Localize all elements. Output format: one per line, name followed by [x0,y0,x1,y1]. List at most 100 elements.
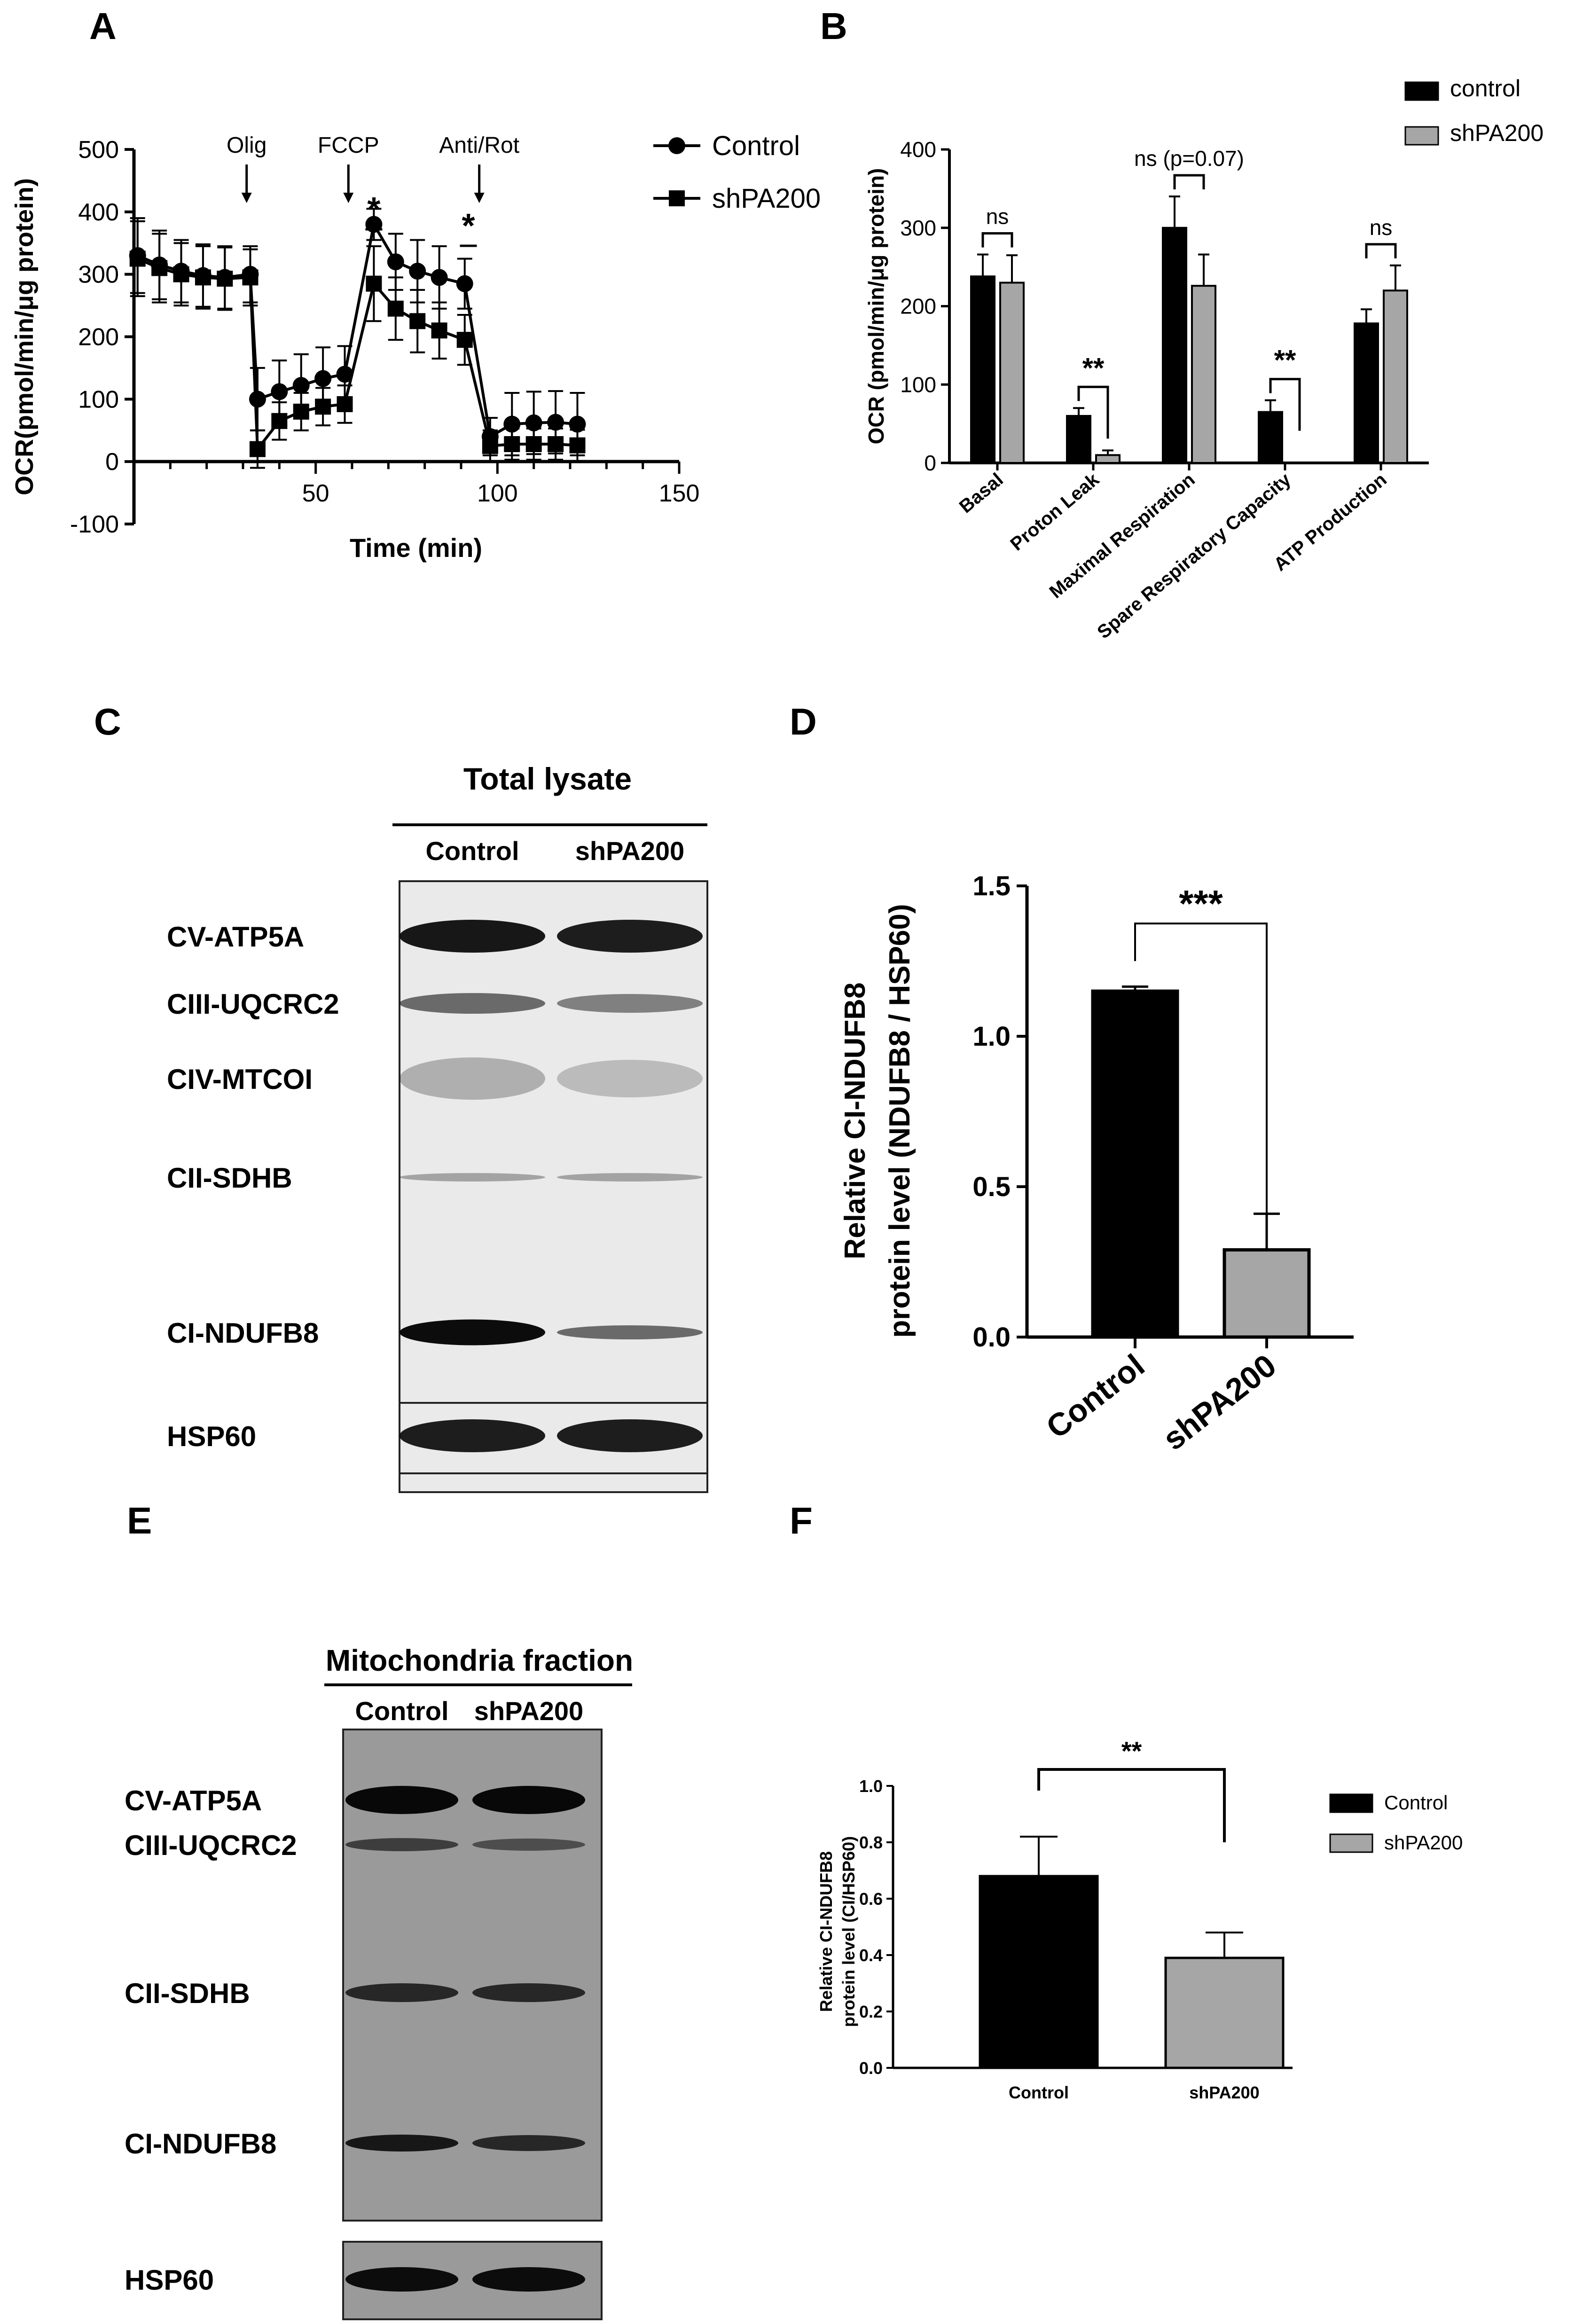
a-point-shpa200 [387,300,404,317]
blot-row-label: HSP60 [125,2264,214,2296]
a-point-control [249,391,266,408]
d-bar-control [1091,989,1179,1339]
d-y-tick-label: 1.5 [972,871,1011,901]
a-injection-label: Olig [227,133,266,158]
b-category-label: Spare Respiratory Capacity [1093,469,1295,643]
b-significance-bracket [1365,243,1397,258]
b-category-label: Proton Leak [1006,469,1103,555]
a-y-tick-label: 100 [78,386,119,413]
a-point-shpa200 [151,260,168,276]
a-y-tick-label: -100 [70,511,119,538]
b-legend-swatch-control [1404,81,1439,101]
blot-row-label: CV-ATP5A [125,1785,262,1816]
blot-row-label: CI-NDUFB8 [167,1317,319,1349]
a-point-shpa200 [271,413,288,429]
a-point-control [456,275,473,292]
blot-c: Total lysate Control shPA200 CV-ATP5A CIII-U… [167,761,708,1493]
d-significance-bracket [1134,923,1268,1224]
a-x-tick-label: 100 [477,480,518,507]
blot-e-header: Mitochondria fraction [326,1643,633,1677]
f-category-label: shPA200 [1189,2083,1259,2102]
a-point-control [525,414,542,431]
b-bar-control [1354,322,1379,464]
a-y-tick-label: 0 [105,448,119,476]
a-injection-arrowhead [241,193,252,203]
a-legend-label: Control [712,131,800,161]
a-point-control [292,377,310,394]
f-bar-control [979,1875,1099,2069]
a-point-control [387,253,404,271]
b-bar-control [1162,227,1187,464]
a-point-control [547,414,564,431]
b-legend-swatch-shpa200 [1404,126,1439,146]
panel-letter-f: F [790,1500,813,1542]
a-point-control [271,383,288,400]
a-point-shpa200 [525,436,542,452]
a-point-shpa200 [337,396,353,412]
a-point-control [314,370,332,387]
a-point-shpa200 [242,269,259,286]
blot-membrane [399,880,708,1493]
panel-letter-b: B [820,5,847,47]
blot-lane-label: Control [355,1696,448,1726]
b-y-tick-label: 0 [924,451,936,475]
f-legend-swatch-control [1329,1793,1373,1813]
a-point-shpa200 [217,270,233,287]
a-legend-marker-control [668,137,685,154]
f-y-tick-label: 0.4 [859,1946,883,1965]
a-injection-label: Anti/Rot [439,133,519,158]
b-significance-label: ** [1274,344,1296,376]
b-bar-control [1258,411,1283,464]
blot-band [400,1173,545,1182]
a-point-control [569,415,586,433]
blot-band [557,1173,703,1182]
panel-letter-d: D [790,701,817,743]
blot-band [557,1419,703,1452]
b-significance-label: ns (p=0.07) [1134,146,1244,171]
f-category-label: Control [1009,2083,1069,2102]
a-x-axis-title: Time (min) [350,533,482,563]
b-significance-label: ns [1370,215,1393,240]
blot-band [557,1325,703,1339]
panel-letter-c: C [94,701,121,743]
blot-band [400,1057,545,1100]
b-y-tick-label: 100 [900,372,936,397]
b-significance-bracket [981,232,1013,248]
blot-c-header: Total lysate [463,761,632,796]
d-y-axis-title-line1: Relative CI-NDUFB8 [839,982,871,1259]
b-legend-label: control [1450,75,1520,102]
f-legend-swatch-shpa200 [1329,1833,1373,1853]
blot-band [400,993,545,1014]
a-point-shpa200 [129,250,146,267]
blot-e: Mitochondria fraction Control shPA200 CV-AT… [125,1643,633,2320]
a-x-tick-label: 50 [302,480,329,507]
b-y-tick-label: 300 [900,216,936,240]
blot-band [345,1983,458,2002]
blot-row-label: CII-SDHB [167,1162,292,1194]
blot-row-label: HSP60 [167,1421,256,1452]
b-significance-bracket [1173,174,1205,190]
d-category-label: shPA200 [1156,1347,1283,1457]
b-bar-shpa200 [1191,285,1216,464]
a-point-shpa200 [456,332,473,348]
b-bar-shpa200 [1095,454,1121,464]
blot-row-label: CIV-MTCOI [167,1064,313,1095]
d-y-tick-label: 1.0 [972,1021,1011,1052]
blot-band [345,1786,458,1814]
d-y-tick-label: 0.5 [972,1172,1011,1202]
a-y-tick-label: 300 [78,261,119,289]
a-point-shpa200 [249,441,266,457]
a-point-shpa200 [431,322,447,339]
a-point-shpa200 [366,275,382,292]
blot-lane-label: shPA200 [575,836,684,866]
a-point-shpa200 [195,269,211,286]
a-y-axis-title: OCR(pmol/min/μg protein) [10,178,39,495]
blot-band [472,1786,585,1814]
blot-row-label: CII-SDHB [125,1978,250,2009]
f-legend-label: shPA200 [1384,1831,1463,1854]
a-point-control [409,263,426,280]
panel-letter-a: A [89,5,117,47]
blot-band [345,2267,458,2292]
a-injection-label: FCCP [318,133,379,158]
